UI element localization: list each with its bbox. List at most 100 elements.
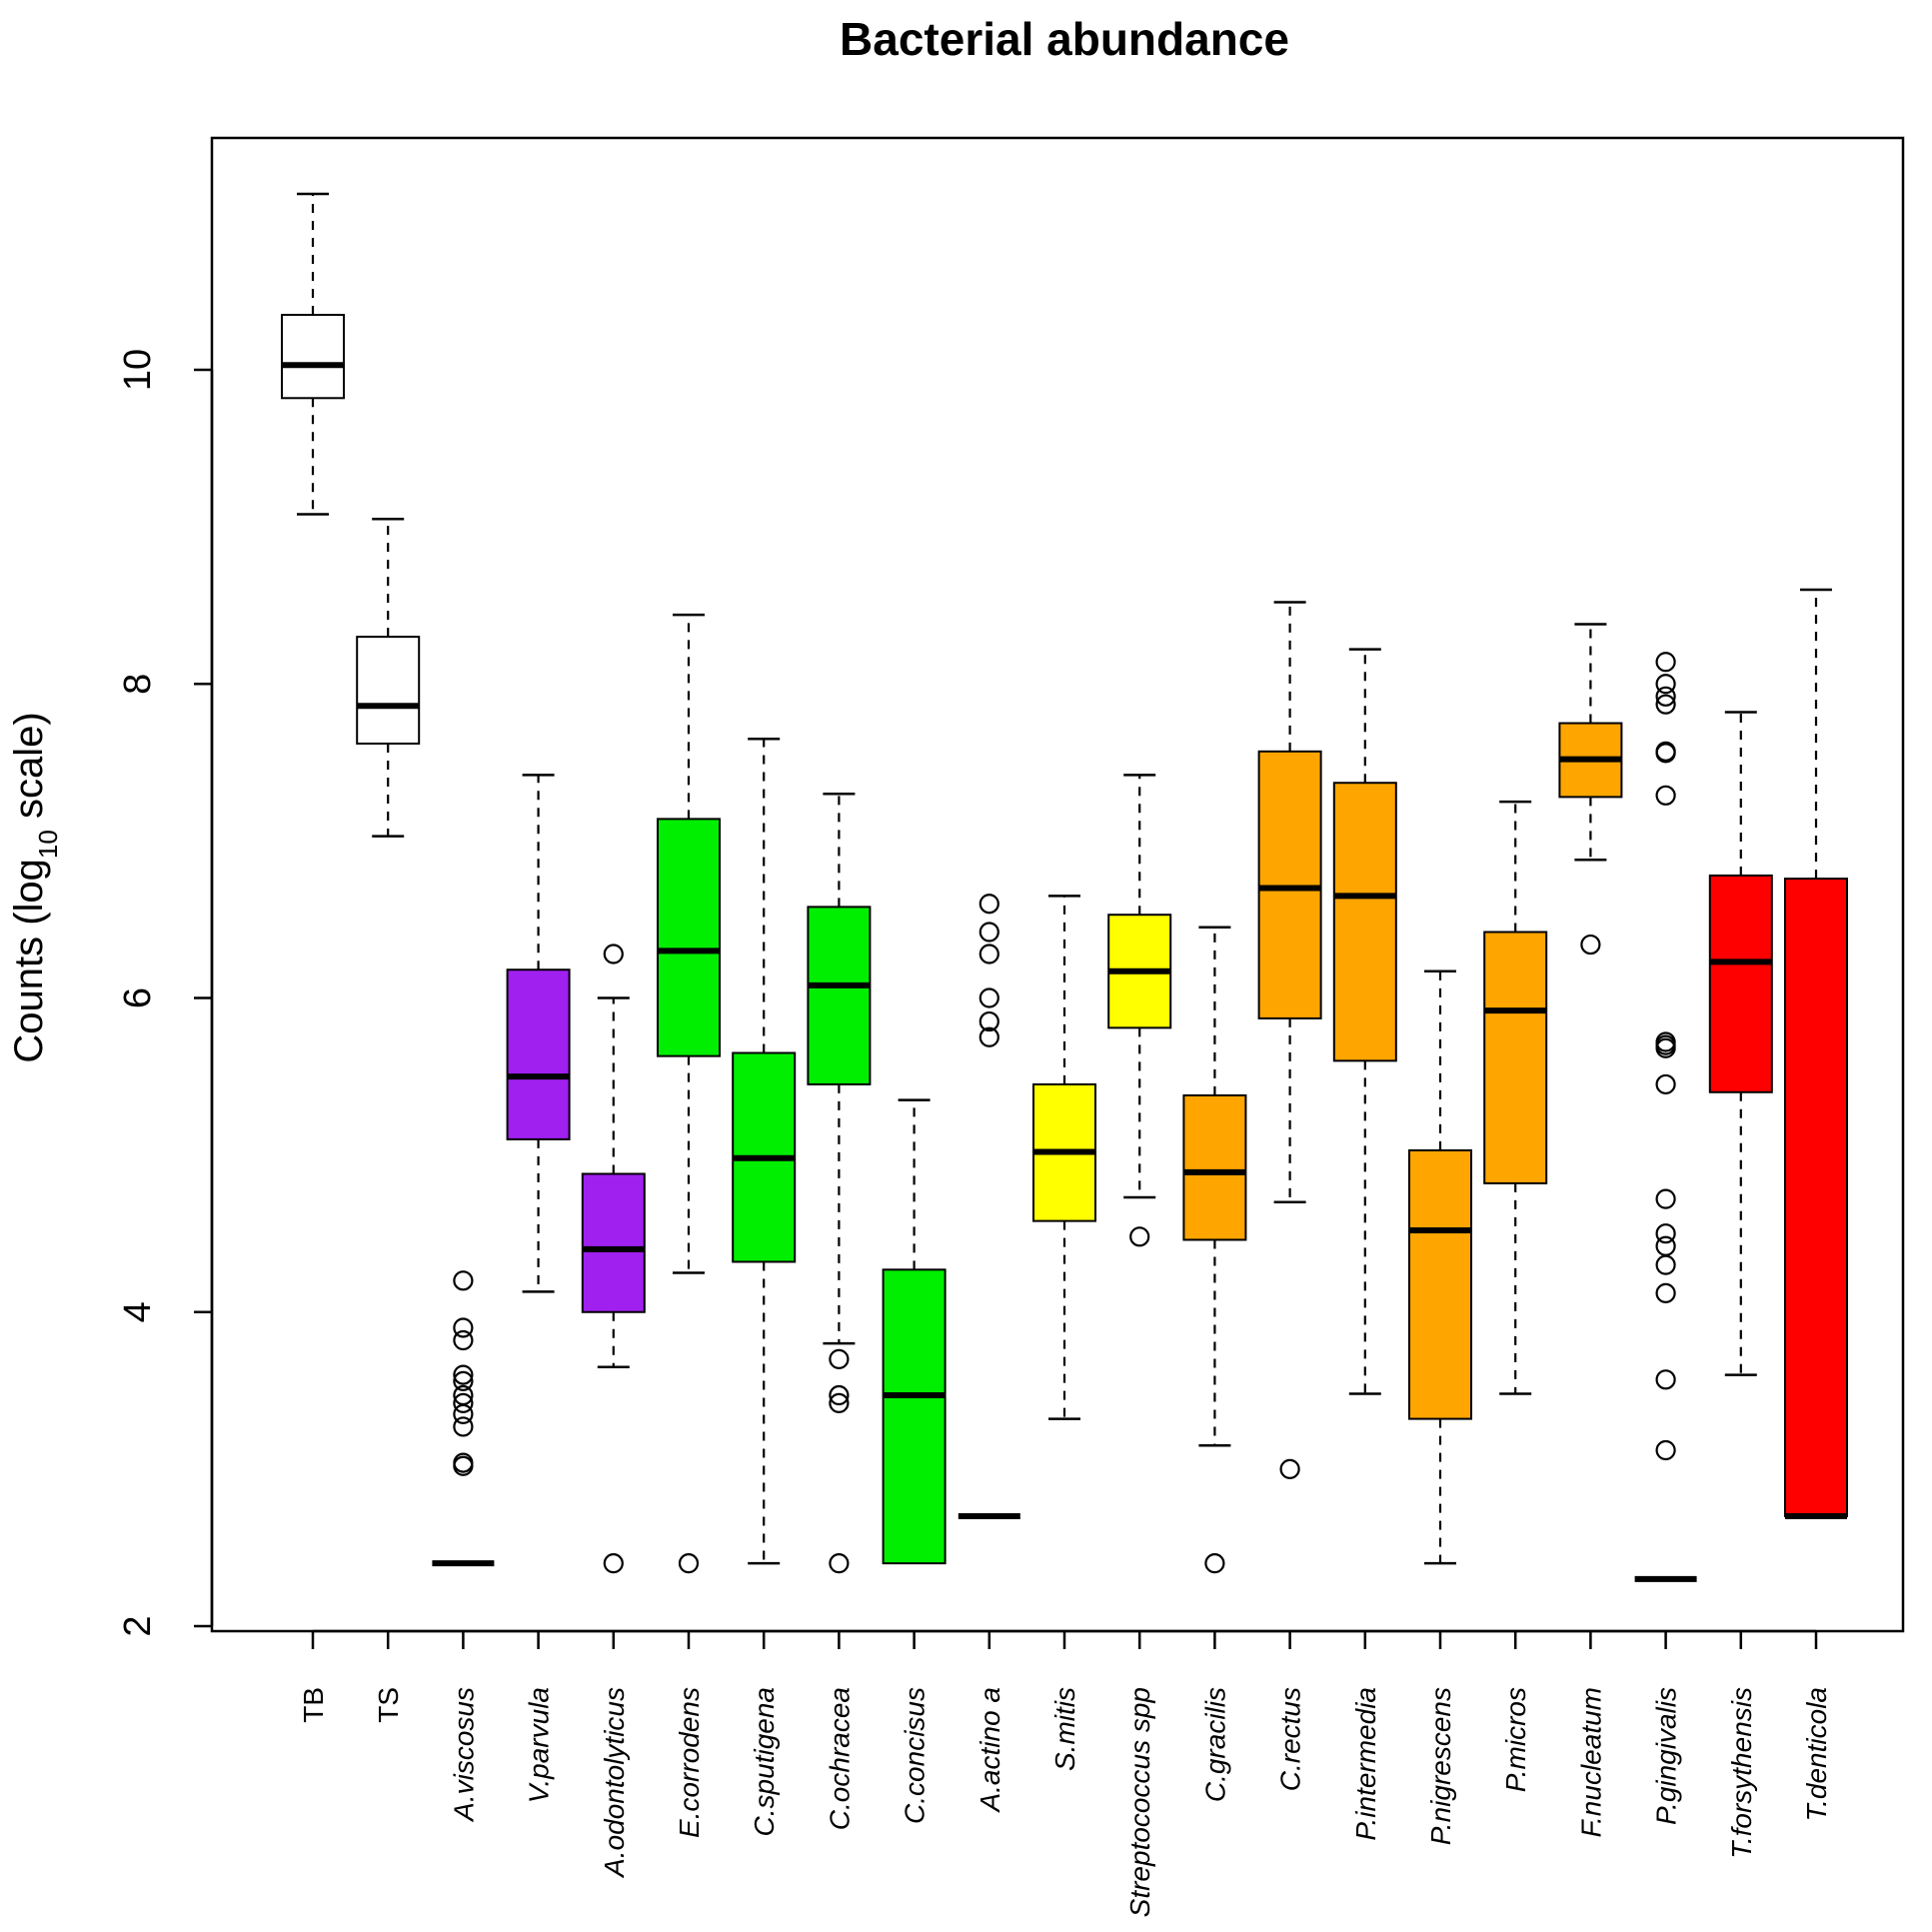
box-iqr [1257, 750, 1322, 1019]
box-iqr [807, 906, 872, 1085]
outlier-point [1279, 1458, 1300, 1479]
y-tick-label: 6 [117, 987, 159, 1008]
box-v-parvula [506, 774, 571, 1293]
outlier-point [1655, 785, 1676, 806]
box-tb [281, 192, 345, 516]
outlier-point [1655, 694, 1676, 715]
box-t-forsythensis [1708, 711, 1773, 1376]
x-tick-label: C.ochracea [824, 1687, 855, 1830]
y-axis-label: Counts (log10 scale) [7, 712, 63, 1062]
box-f-nucleatum [1558, 623, 1623, 956]
box-a-actino-a [958, 894, 1020, 1520]
outlier-point [829, 1392, 850, 1413]
outlier-point [453, 1270, 474, 1291]
box-a-odontolyticus [581, 944, 646, 1574]
box-iqr [581, 1172, 646, 1313]
x-tick-label: P.nigrescens [1425, 1687, 1456, 1845]
x-tick-label: P.gingivalis [1651, 1687, 1682, 1825]
outlier-point [1129, 1226, 1150, 1247]
box-iqr [882, 1268, 947, 1565]
outlier-point [1204, 1553, 1225, 1574]
outlier-point [978, 1010, 999, 1032]
outlier-point [1655, 1073, 1676, 1095]
box-iqr [506, 968, 571, 1140]
outlier-point [453, 1364, 474, 1385]
outlier-point [603, 1553, 624, 1574]
box-iqr [356, 636, 421, 745]
x-tick-label: TS [373, 1687, 404, 1723]
x-tick-label: C.gracilis [1199, 1687, 1230, 1802]
box-iqr [1182, 1093, 1247, 1241]
box-s-mitis [1032, 895, 1096, 1420]
box-iqr [1784, 878, 1848, 1518]
y-axis-label-subscript: 10 [33, 830, 63, 859]
outlier-point [453, 1392, 474, 1413]
box-iqr [1408, 1148, 1472, 1420]
outlier-point [1655, 1235, 1676, 1256]
box-iqr [657, 818, 721, 1057]
outlier-point [453, 1329, 474, 1351]
x-axis: TB TS A.viscosus V.parvula A.odontolyticus E.… [298, 1629, 1832, 1917]
outlier-point [978, 987, 999, 1008]
box-c-ochracea [807, 792, 872, 1574]
box-e-corrodens [657, 613, 721, 1574]
x-tick-label: P.micros [1500, 1687, 1531, 1792]
x-tick-label: Streptococcus spp [1124, 1687, 1155, 1917]
box-p-intermedia [1332, 648, 1397, 1395]
outlier-point [1655, 743, 1676, 764]
x-tick-label: P.intermedia [1350, 1687, 1381, 1841]
x-tick-label: T.forsythensis [1726, 1687, 1757, 1859]
box-c-gracilis [1182, 926, 1247, 1574]
outlier-point [978, 944, 999, 965]
y-axis-label-main: Counts (log [7, 859, 51, 1063]
x-tick-label: E.corrodens [674, 1687, 705, 1838]
y-tick-label: 10 [117, 349, 159, 391]
x-tick-label: C.sputigena [749, 1687, 780, 1836]
outlier-point [1655, 652, 1676, 673]
outlier-point [1580, 934, 1601, 956]
outlier-point [603, 944, 624, 965]
outlier-point [829, 1348, 850, 1369]
x-tick-label: A.odontolyticus [599, 1687, 630, 1879]
box-c-rectus [1257, 601, 1322, 1479]
box-streptococcus-spp [1107, 774, 1172, 1247]
x-tick-label: A.actino a [974, 1687, 1005, 1814]
outlier-point [1655, 1254, 1676, 1275]
x-tick-label: A.viscosus [448, 1687, 479, 1823]
box-p-nigrescens [1408, 969, 1472, 1565]
outlier-point [453, 1455, 474, 1476]
box-c-concisus [882, 1098, 947, 1565]
outlier-point [1655, 1188, 1676, 1209]
box-p-micros [1483, 800, 1548, 1395]
outlier-point [978, 1026, 999, 1047]
y-tick-label: 4 [117, 1301, 159, 1322]
outlier-point [678, 1553, 700, 1574]
box-ts [356, 518, 421, 838]
outlier-point [1655, 1439, 1676, 1461]
outlier-point [1655, 674, 1676, 695]
box-iqr [1483, 931, 1548, 1184]
box-iqr [281, 314, 345, 400]
y-axis: 2 4 6 8 10 [117, 349, 214, 1637]
x-tick-label: TB [298, 1687, 329, 1723]
box-p-gingivalis [1634, 652, 1697, 1582]
outlier-point [1655, 1037, 1676, 1058]
y-axis-label-tail: scale) [7, 712, 51, 830]
x-tick-label: T.denticola [1801, 1687, 1832, 1821]
outlier-point [829, 1553, 850, 1574]
outlier-point [1655, 1369, 1676, 1390]
x-tick-label: C.concisus [900, 1687, 931, 1824]
x-tick-label: F.nucleatum [1575, 1687, 1606, 1837]
x-tick-label: V.parvula [524, 1687, 555, 1803]
outlier-point [1655, 686, 1676, 707]
x-tick-label: C.rectus [1275, 1687, 1306, 1791]
outlier-point [1655, 1282, 1676, 1303]
chart-title: Bacterial abundance [840, 13, 1289, 65]
boxes-group [281, 192, 1848, 1582]
box-t-denticola [1784, 588, 1848, 1520]
outlier-point [829, 1384, 850, 1406]
y-tick-label: 2 [117, 1615, 159, 1636]
box-c-sputigena [732, 737, 797, 1565]
box-a-viscosus [432, 1270, 495, 1567]
